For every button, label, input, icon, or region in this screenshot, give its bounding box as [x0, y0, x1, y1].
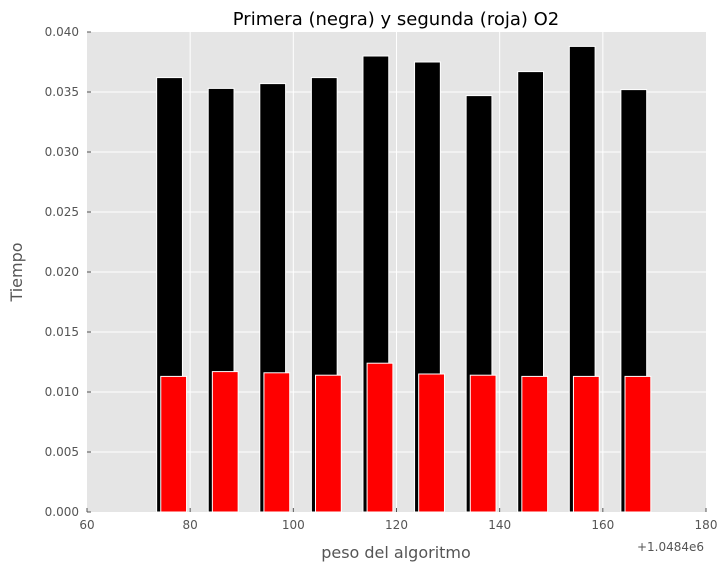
y-tick-label: 0.030	[45, 145, 79, 159]
x-offset-label: +1.0484e6	[637, 540, 704, 554]
bar-series-2	[263, 372, 291, 513]
y-tick-label: 0.040	[45, 25, 79, 39]
x-tick-label: 180	[695, 518, 718, 532]
y-tick-label: 0.010	[45, 385, 79, 399]
y-tick-label: 0.005	[45, 445, 79, 459]
bar-series-2	[469, 374, 497, 513]
bar-series-2	[315, 374, 342, 513]
y-tick-label: 0.015	[45, 325, 79, 339]
x-tick-label: 60	[79, 518, 94, 532]
bar-series-2	[521, 375, 549, 513]
bar-series-2	[572, 375, 600, 513]
x-tick-label: 160	[591, 518, 614, 532]
y-tick-label: 0.025	[45, 205, 79, 219]
y-tick-label: 0.035	[45, 85, 79, 99]
x-axis-label: peso del algoritmo	[321, 543, 471, 562]
y-tick-label: 0.000	[45, 505, 79, 519]
grid-lines	[87, 32, 706, 512]
x-tick-label: 100	[282, 518, 305, 532]
axes: 60 80 100 120 140 160 180 0.000 0.005 0.010 0.015 0…	[45, 25, 718, 532]
x-tick-label: 140	[488, 518, 511, 532]
bars	[156, 45, 652, 513]
bar-series-2	[211, 371, 239, 513]
bar-series-2	[418, 373, 445, 513]
y-axis-label: Tiempo	[7, 242, 26, 302]
x-tick-label: 120	[385, 518, 408, 532]
bar-series-2	[160, 375, 188, 513]
y-tick-label: 0.020	[45, 265, 79, 279]
x-tick-label: 80	[183, 518, 198, 532]
bar-series-2	[624, 375, 652, 513]
chart-title: Primera (negra) y segunda (roja) O2	[233, 9, 560, 30]
bar-series-2	[366, 362, 394, 513]
